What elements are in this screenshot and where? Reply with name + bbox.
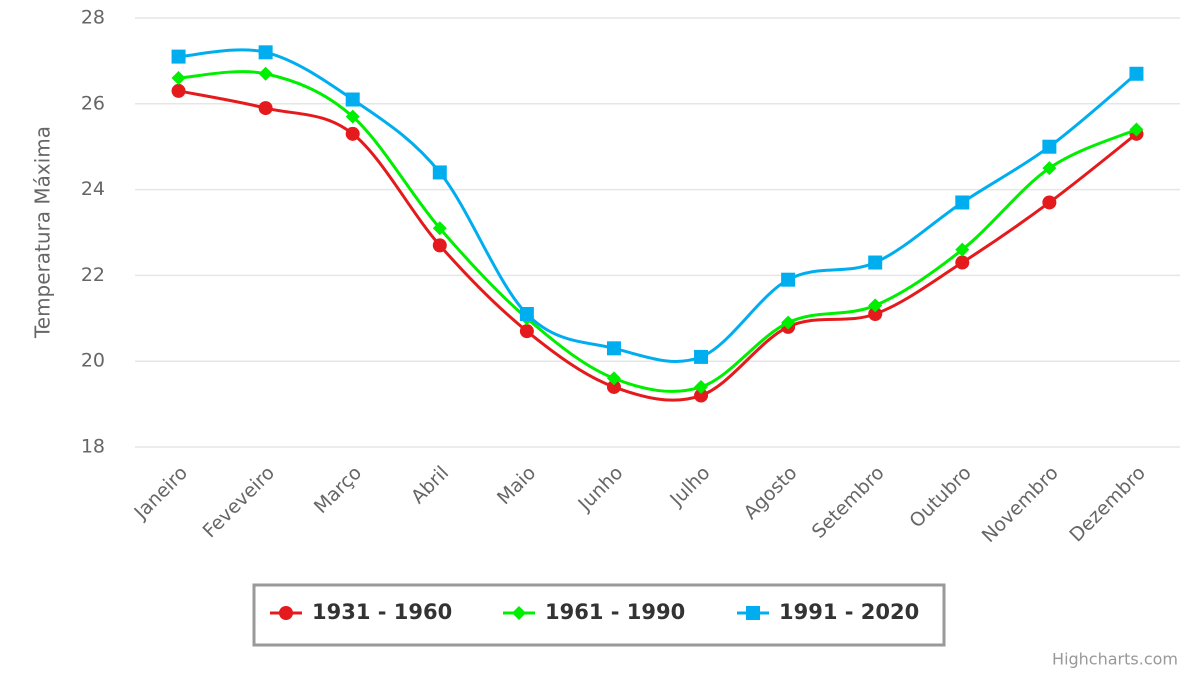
marker — [1042, 161, 1057, 176]
x-tick-label: Maio — [493, 462, 540, 509]
legend-label: 1931 - 1960 — [312, 600, 452, 624]
marker — [512, 606, 526, 620]
marker — [258, 66, 273, 81]
x-tick-label: Abril — [407, 462, 453, 508]
marker — [345, 92, 360, 107]
marker — [606, 341, 621, 356]
marker — [1129, 66, 1144, 81]
legend-box — [252, 583, 946, 647]
marker — [606, 371, 621, 386]
x-tick-label: Novembro — [978, 462, 1063, 547]
marker — [171, 49, 186, 64]
marker — [868, 307, 883, 322]
marker — [432, 165, 447, 180]
y-tick-label: 28 — [81, 7, 105, 29]
x-tick-label: Março — [310, 462, 366, 518]
x-tick-label: Junho — [573, 462, 627, 516]
marker — [519, 307, 534, 322]
marker — [1129, 122, 1144, 137]
legend-label: 1991 - 2020 — [779, 600, 919, 624]
y-tick-label: 18 — [81, 436, 105, 458]
x-tick-label: Outubro — [905, 462, 975, 532]
marker — [258, 45, 273, 60]
series-line — [178, 89, 1138, 402]
marker — [345, 126, 360, 141]
legend-item: 1931 - 1960 — [270, 600, 452, 624]
marker — [694, 349, 709, 364]
y-tick-label: 22 — [81, 264, 105, 286]
marker — [519, 324, 534, 339]
y-axis-title: Temperatura Máxima — [31, 126, 55, 339]
x-tick-label: Dezembro — [1065, 462, 1150, 547]
legend-item: 1991 - 2020 — [737, 600, 919, 624]
marker — [345, 109, 360, 124]
marker — [868, 298, 883, 313]
marker — [432, 221, 447, 236]
marker — [606, 379, 621, 394]
marker — [781, 315, 796, 330]
y-tick-label: 24 — [81, 178, 105, 200]
marker — [171, 83, 186, 98]
marker — [258, 101, 273, 116]
series-line — [178, 48, 1138, 363]
credit: Highcharts.com — [1052, 650, 1178, 669]
marker — [1042, 195, 1057, 210]
x-tick-label: Setembro — [808, 462, 889, 543]
x-tick-label: Janeiro — [130, 462, 192, 524]
marker — [955, 195, 970, 210]
x-tick-label: Feveveiro — [199, 462, 279, 542]
legend-item: 1961 - 1990 — [503, 600, 685, 624]
marker — [694, 379, 709, 394]
marker — [432, 238, 447, 253]
marker — [171, 71, 186, 86]
marker — [781, 272, 796, 287]
marker — [279, 606, 293, 620]
marker — [955, 255, 970, 270]
y-tick-label: 20 — [81, 350, 105, 372]
x-tick-label: Julho — [665, 462, 714, 511]
legend-label: 1961 - 1990 — [545, 600, 685, 624]
y-tick-label: 26 — [81, 92, 105, 114]
marker — [868, 255, 883, 270]
marker — [694, 388, 709, 403]
x-tick-label: Agosto — [740, 462, 802, 524]
marker — [1042, 139, 1057, 154]
marker — [746, 606, 760, 620]
marker — [955, 242, 970, 257]
